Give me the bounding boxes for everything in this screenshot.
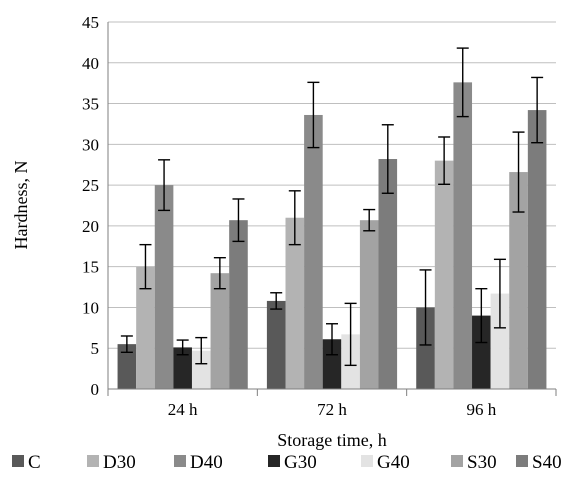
bars-layer xyxy=(117,82,547,390)
error-bar-s40 xyxy=(531,76,544,144)
legend: C D30 D40 G30 G40 S30 S40 xyxy=(12,452,562,473)
bar-s40 xyxy=(527,110,547,389)
bar-d30 xyxy=(136,266,155,389)
y-tick-label: 35 xyxy=(82,95,99,114)
bar-d30 xyxy=(434,160,454,389)
legend-label-g30: G30 xyxy=(284,452,317,473)
error-bar-c xyxy=(270,292,283,310)
bar-s30 xyxy=(210,273,230,389)
legend-swatch-s30 xyxy=(451,455,463,467)
error-bar-c xyxy=(120,335,133,353)
bar-d30 xyxy=(285,217,305,389)
error-bar-c xyxy=(419,269,432,346)
bar-s40 xyxy=(229,220,248,389)
error-bar-g40 xyxy=(344,302,357,367)
legend-swatch-s40 xyxy=(516,455,528,467)
x-tick-label: 96 h xyxy=(466,400,496,419)
bar-g40 xyxy=(191,350,211,389)
y-tick-label: 5 xyxy=(91,339,100,358)
legend-label-d40: D40 xyxy=(190,452,223,473)
error-bar-g30 xyxy=(475,287,488,344)
y-tick-label: 40 xyxy=(82,54,99,73)
bar-g30 xyxy=(322,339,342,389)
y-tick-label: 10 xyxy=(82,298,99,317)
legend-swatch-c xyxy=(12,455,24,467)
bar-c xyxy=(416,307,435,389)
error-bars-layer xyxy=(120,47,544,367)
y-tick-labels: 0 5 10 15 20 25 30 35 40 45 xyxy=(82,13,99,399)
y-axis-title: Hardness, N xyxy=(11,161,31,250)
error-bar-s30 xyxy=(512,131,525,213)
bar-c xyxy=(266,300,286,389)
error-bar-g30 xyxy=(176,339,189,356)
error-bar-s40 xyxy=(381,124,394,194)
bar-d40 xyxy=(154,185,174,389)
x-tick-label: 72 h xyxy=(317,400,347,419)
legend-label-d30: D30 xyxy=(103,452,136,473)
error-bar-d40 xyxy=(158,159,171,212)
bar-c xyxy=(117,344,137,389)
error-bar-d30 xyxy=(139,243,152,290)
error-bar-d40 xyxy=(456,47,469,118)
legend-label-g40: G40 xyxy=(377,452,410,473)
y-tick-label: 20 xyxy=(82,217,99,236)
bar-d40 xyxy=(304,114,323,390)
x-axis-title: Storage time, h xyxy=(277,430,386,450)
bar-g30 xyxy=(173,347,192,389)
legend-swatch-g40 xyxy=(361,455,373,467)
error-bar-s30 xyxy=(213,256,226,290)
error-bar-d30 xyxy=(438,136,451,185)
x-tick-label: 24 h xyxy=(168,400,198,419)
y-tick-label: 15 xyxy=(82,258,99,277)
bar-d40 xyxy=(453,82,473,390)
legend-label-s40: S40 xyxy=(532,452,562,473)
error-bar-g40 xyxy=(493,258,506,329)
bar-s40 xyxy=(378,159,398,389)
error-bar-s40 xyxy=(232,198,245,243)
y-tick-label: 25 xyxy=(82,176,99,195)
y-tick-label: 0 xyxy=(91,380,100,399)
x-tick-labels: 24 h 72 h 96 h xyxy=(168,400,497,419)
legend-label-c: C xyxy=(28,452,41,473)
legend-label-s30: S30 xyxy=(467,452,497,473)
error-bar-d40 xyxy=(307,81,320,149)
legend-swatch-d30 xyxy=(87,455,99,467)
y-tick-label: 30 xyxy=(82,135,99,154)
bar-g30 xyxy=(472,315,491,389)
bar-s30 xyxy=(359,220,379,389)
error-bar-d30 xyxy=(288,190,301,246)
bar-s30 xyxy=(509,172,528,389)
error-bar-s30 xyxy=(363,208,376,232)
error-bar-g40 xyxy=(195,336,208,365)
gridlines xyxy=(108,21,556,349)
axes xyxy=(107,22,557,396)
y-tick-label: 45 xyxy=(82,13,99,32)
legend-swatch-d40 xyxy=(174,455,186,467)
error-bar-g30 xyxy=(326,323,338,356)
bar-g40 xyxy=(490,293,510,389)
legend-swatch-g30 xyxy=(268,455,280,467)
